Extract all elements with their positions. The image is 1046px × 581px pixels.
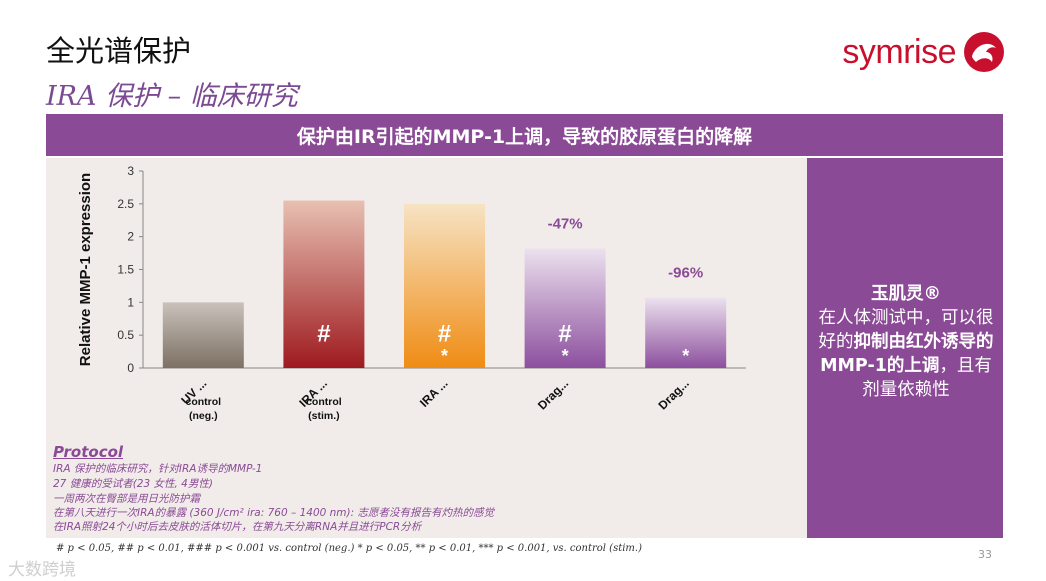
product-name: 玉肌灵®	[871, 284, 941, 304]
significance-hash: #	[438, 321, 451, 348]
page-subtitle: IRA 保护 – 临床研究	[46, 81, 298, 112]
significance-hash: #	[558, 321, 571, 348]
symrise-logo: symrise	[842, 30, 1006, 74]
protocol-line: 在IRA照射24个小时后去皮肤的活体切片，在第九天分离RNA并且进行PCR分析	[53, 521, 422, 533]
conclusion-part-c: ，且有剂量依赖性	[862, 356, 992, 400]
x-tick-label: Drag...	[656, 376, 692, 412]
x-tick-label: Drag...	[535, 376, 571, 412]
y-tick-label: 2	[127, 230, 134, 244]
control-label: (stim.)	[308, 410, 340, 422]
y-tick-label: 1	[127, 295, 134, 309]
conclusion-panel: 玉肌灵® 在人体测试中，可以很好的抑制由红外诱导的MMP-1的上调，且有剂量依赖…	[807, 158, 1003, 538]
y-tick-label: 3	[127, 164, 134, 178]
control-label: (neg.)	[189, 410, 218, 422]
y-tick-label: 0	[127, 361, 134, 375]
headline-banner: 保护由IR引起的MMP-1上调，导致的胶原蛋白的降解	[46, 114, 1003, 156]
protocol-box: Protocol IRA 保护的临床研究，针对IRA诱导的MMP-1 27 健康…	[46, 443, 807, 538]
control-label: control	[306, 396, 342, 408]
significance-hash: #	[317, 321, 330, 348]
conclusion-part-bold: 抑制由红外诱导的MMP-1的上调	[820, 332, 994, 376]
dragon-logo-icon	[964, 32, 1004, 72]
protocol-line: 在第八天进行一次IRA的暴露 (360 J/cm² ira: 760 – 140…	[53, 507, 494, 519]
protocol-heading: Protocol	[53, 443, 124, 461]
protocol-line: IRA 保护的临床研究，针对IRA诱导的MMP-1	[53, 463, 263, 475]
chart-panel: 0 0.5 1 1.5 2 2.5 3 Relative MMP-1 expression UV…	[46, 158, 807, 443]
page-number: 33	[978, 548, 992, 561]
conclusion-part-a: 在人体测试中，可以很好的	[818, 308, 994, 352]
protocol-line: 一周两次在臀部是用日光防护霜	[53, 493, 200, 505]
bar	[404, 203, 485, 368]
watermark: 大数跨境	[8, 560, 76, 580]
significance-star: *	[441, 346, 448, 366]
bar	[524, 248, 606, 368]
y-axis-label: Relative MMP-1 expression	[77, 173, 94, 366]
conclusion-text: 玉肌灵® 在人体测试中，可以很好的抑制由红外诱导的MMP-1的上调，且有剂量依赖…	[815, 282, 997, 402]
bar	[162, 302, 244, 368]
significance-footnote: # p < 0.05, ## p < 0.01, ### p < 0.001 v…	[56, 543, 642, 554]
control-label: control	[186, 396, 222, 408]
y-tick-label: 0.5	[117, 328, 134, 342]
logo-text: symrise	[842, 32, 956, 71]
bar	[645, 297, 727, 368]
significance-star: *	[562, 346, 569, 366]
bar	[283, 200, 365, 368]
significance-star: *	[682, 346, 689, 366]
protocol-line: 27 健康的受试者(23 女性, 4男性)	[53, 478, 213, 490]
page-title: 全光谱保护	[46, 34, 192, 68]
reduction-label: -47%	[548, 215, 583, 232]
reduction-label: -96%	[668, 265, 703, 282]
y-tick-label: 1.5	[117, 263, 134, 277]
x-tick-label: IRA ...	[417, 376, 451, 410]
y-tick-label: 2.5	[117, 197, 134, 211]
